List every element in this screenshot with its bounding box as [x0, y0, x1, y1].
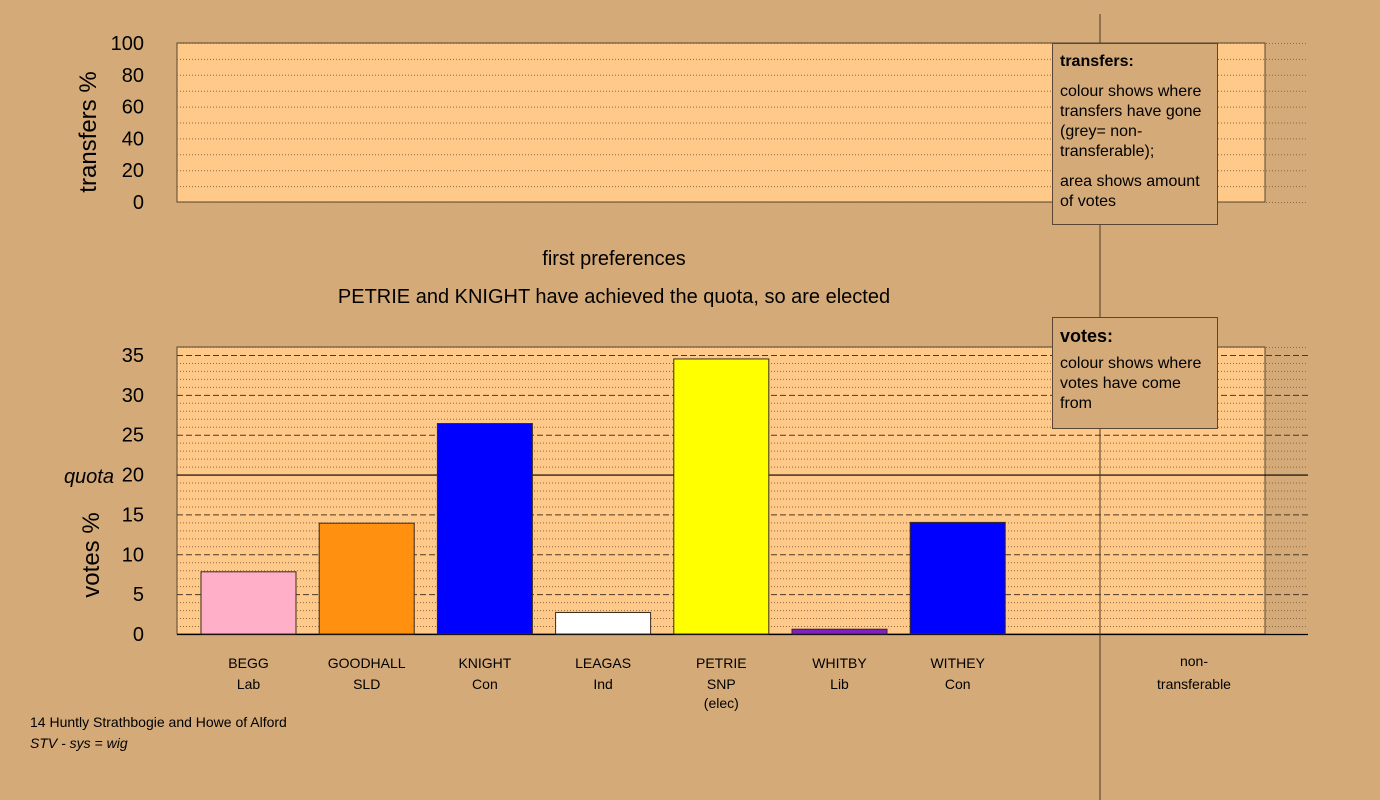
transfers-tick-label: 40 — [122, 128, 144, 150]
votes-tick-label: 20 — [122, 465, 144, 487]
candidate-party-label: Con — [945, 676, 971, 692]
candidate-party-label: Con — [472, 676, 498, 692]
candidate-party-label: SNP — [707, 676, 736, 692]
candidate-party-label: Ind — [593, 676, 612, 692]
transfers-tick-label: 0 — [133, 192, 144, 214]
votes-tick-label: 25 — [122, 425, 144, 447]
candidate-name-label: LEAGAS — [575, 655, 631, 671]
votes-tick-label: 15 — [122, 504, 144, 526]
candidate-party-label: Lib — [830, 676, 849, 692]
subtitle-first-preferences: first preferences — [542, 248, 686, 270]
candidate-name-label: BEGG — [228, 655, 268, 671]
bar-withey — [909, 521, 1006, 635]
transfers-tick-label: 100 — [111, 33, 144, 55]
votes-tick-label: 30 — [122, 385, 144, 407]
category-labels: BEGG Lab GOODHALL SLD KNIGHT Con LEAGAS Ind PETR… — [228, 653, 1231, 711]
votes-legend-title: votes: — [1060, 326, 1114, 346]
bar-petrie — [673, 358, 770, 635]
candidate-party-label: Lab — [237, 676, 261, 692]
votes-tick-label: 0 — [133, 624, 144, 646]
candidate-name-label: GOODHALL — [328, 655, 406, 671]
transfers-legend: transfers: colour shows where transfers … — [1052, 43, 1218, 225]
footer-ward-name: 14 Huntly Strathbogie and Howe of Alford — [30, 714, 287, 730]
bar-knight — [436, 423, 533, 635]
candidate-name-label: KNIGHT — [458, 655, 511, 671]
candidate-name-label: WITHEY — [930, 655, 985, 671]
candidate-status-label: (elec) — [704, 695, 739, 711]
subtitle-elected-note: PETRIE and KNIGHT have achieved the quot… — [337, 286, 891, 308]
votes-tick-label: 5 — [133, 584, 144, 606]
votes-tick-label: 35 — [122, 345, 144, 367]
candidate-name-label: PETRIE — [696, 655, 747, 671]
quota-label: quota — [64, 466, 114, 488]
bar-leagas — [555, 611, 652, 635]
footer-system: STV - sys = wig — [30, 735, 128, 751]
transfers-tick-label: 80 — [122, 65, 144, 87]
votes-axis-title: votes % — [78, 512, 105, 597]
transfers-axis-title: transfers % — [75, 71, 102, 192]
candidate-name-label: WHITBY — [812, 655, 867, 671]
non-transferable-label-2: transferable — [1157, 676, 1231, 692]
transfers-legend-text-2: area shows amount of votes — [1060, 173, 1200, 210]
votes-legend: votes: colour shows where votes have com… — [1052, 317, 1218, 429]
bar-whitby — [791, 628, 888, 635]
transfers-tick-label: 20 — [122, 160, 144, 182]
bar-begg — [200, 571, 297, 635]
transfers-tick-label: 60 — [122, 97, 144, 119]
candidate-party-label: SLD — [353, 676, 380, 692]
votes-legend-text: colour shows where votes have come from — [1060, 355, 1202, 412]
bar-goodhall — [318, 522, 415, 635]
non-transferable-label-1: non- — [1180, 653, 1208, 669]
transfers-legend-title: transfers: — [1060, 53, 1134, 70]
transfers-legend-text-1: colour shows where transfers have gone (… — [1060, 83, 1202, 160]
votes-tick-label: 10 — [122, 544, 144, 566]
